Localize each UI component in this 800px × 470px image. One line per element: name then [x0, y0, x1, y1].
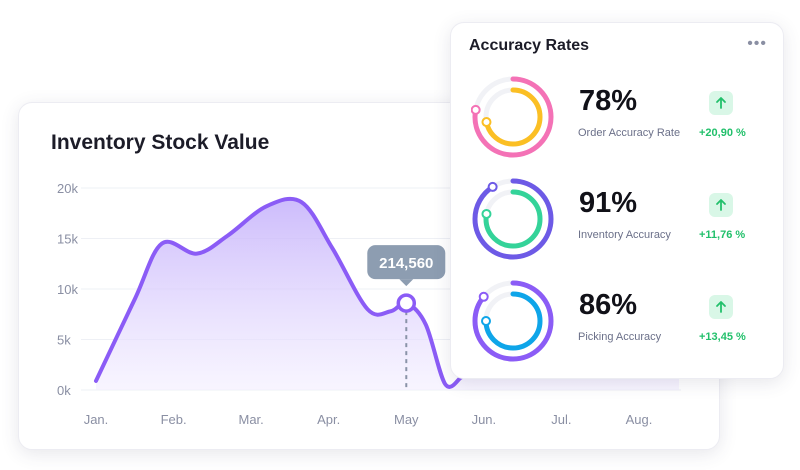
x-tick-label: Jan.	[84, 412, 109, 427]
metric-value: 78%	[579, 85, 638, 117]
arrow-up-icon	[709, 91, 733, 115]
y-tick-label: 20k	[57, 181, 78, 196]
value-tooltip: 214,560	[367, 245, 446, 287]
stock-series-line	[94, 196, 463, 389]
metric-value: 91%	[579, 187, 638, 219]
x-tick-label: Jul.	[551, 412, 571, 427]
ring-end-dot	[481, 208, 492, 219]
metric-row-inventory-accuracy: 91% Inventory Accuracy +11,76 %	[451, 167, 783, 267]
metric-label: Order Accuracy Rate	[578, 127, 681, 139]
outer-progress-arc	[472, 280, 554, 362]
tooltip-value: 214,560	[379, 255, 433, 272]
metric-row-order-accuracy: 78% Order Accuracy Rate +20,90 %	[451, 65, 783, 165]
y-tick-label: 10k	[57, 282, 78, 297]
ring-end-dot	[471, 104, 481, 115]
highlight-data-point[interactable]	[396, 293, 417, 313]
metric-label: Inventory Accuracy	[578, 229, 671, 241]
x-tick-label: Jun.	[472, 412, 497, 427]
metric-value: 86%	[579, 289, 638, 321]
x-tick-label: Aug.	[626, 412, 653, 427]
ring-end-dot	[481, 117, 492, 128]
metric-change: +13,45 %	[699, 331, 746, 343]
arrow-up-icon	[709, 295, 733, 319]
inner-progress-arc	[483, 87, 543, 147]
ring-end-dot	[481, 316, 491, 326]
y-tick-label: 5k	[57, 333, 71, 348]
metric-change: +11,76 %	[699, 229, 746, 241]
order-accuracy-ring-icon	[471, 76, 554, 158]
y-tick-label: 0k	[57, 383, 71, 398]
inventory-title: Inventory Stock Value	[51, 131, 270, 154]
metric-row-picking-accuracy: 86% Picking Accuracy +13,45 %	[451, 269, 783, 369]
arrow-up-icon	[709, 193, 733, 217]
inventory-accuracy-ring-icon	[472, 178, 554, 260]
metric-change: +20,90 %	[699, 127, 746, 139]
x-tick-label: Apr.	[317, 412, 340, 427]
ring-end-dot	[487, 181, 498, 192]
ring-end-dot	[478, 291, 489, 302]
x-tick-label: May	[394, 412, 419, 427]
y-tick-label: 15k	[57, 232, 78, 247]
picking-accuracy-ring-icon	[472, 280, 554, 362]
accuracy-rates-card: Accuracy Rates ••• 78% Order Accuracy Ra…	[450, 22, 784, 379]
x-tick-label: Feb.	[161, 412, 187, 427]
metric-label: Picking Accuracy	[578, 331, 662, 343]
inner-progress-arc	[483, 189, 543, 249]
outer-progress-arc	[472, 76, 554, 158]
x-tick-label: Mar.	[238, 412, 263, 427]
accuracy-title: Accuracy Rates	[469, 37, 590, 54]
outer-progress-arc	[472, 178, 554, 260]
stock-area-fill	[96, 198, 679, 390]
more-horizontal-icon[interactable]: •••	[747, 35, 767, 52]
inventory-area-chart: 0k 5k 10k 15k 20k Jan. Feb. Mar. Apr. May Jun. Jul…	[57, 181, 681, 427]
